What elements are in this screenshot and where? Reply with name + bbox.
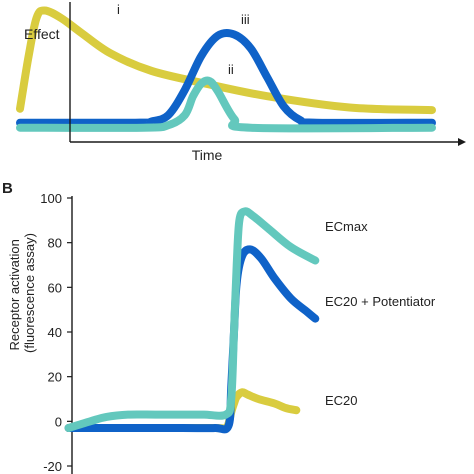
panel-b-x-tick-label: 300 <box>226 472 248 474</box>
panel-a-y-axis-label: Effect <box>24 26 60 42</box>
panel-b-x-tick-labels: 0 150 300 450 <box>70 472 328 474</box>
panel-b-x-tick-label: 450 <box>307 472 329 474</box>
panel-a-x-axis-label: Time <box>192 147 223 163</box>
panel-b-y-tick-label: 100 <box>40 191 62 206</box>
panel-b-y-tick-label: 20 <box>48 370 62 385</box>
panel-a-chart: Effect Time i iii ii <box>16 2 466 163</box>
panel-a-series-label-iii: iii <box>241 12 250 27</box>
panel-a-series-i <box>16 6 436 115</box>
panel-b-y-axis-label-line1: Receptor activation <box>7 239 22 350</box>
panel-b-y-tick-label: 80 <box>48 236 62 251</box>
panel-b-y-axis-label: Receptor activation (fluorescence assay) <box>7 233 37 353</box>
panel-b-chart: B -20 0 20 40 60 80 100 0 150 300 450 Receptor ac… <box>2 180 436 474</box>
panel-b-series-ec20 <box>64 388 301 433</box>
panel-b-y-tick-label: -20 <box>43 459 62 474</box>
panel-a-series-label-i: i <box>117 2 120 17</box>
panel-a-series-iii <box>16 28 436 127</box>
panel-b-y-axis-label-line2: (fluorescence assay) <box>22 233 37 353</box>
panel-b-y-tick-label: 0 <box>55 414 62 429</box>
panel-b-annotation-ec20: EC20 <box>325 393 358 408</box>
panel-b-annotation-ecmax: ECmax <box>325 219 368 234</box>
panel-b-y-tick-label: 40 <box>48 325 62 340</box>
panel-b-annotation-ec20-potentiator: EC20 + Potentiator <box>325 294 436 309</box>
panel-a-axes <box>69 2 466 146</box>
panel-a-series-ii <box>16 76 436 133</box>
panel-a-series-label-ii: ii <box>228 62 234 77</box>
panel-b-axes <box>67 196 73 474</box>
panel-b-letter: B <box>2 180 13 197</box>
panel-b-x-tick-label: 150 <box>144 472 166 474</box>
panel-a-series-group <box>16 6 436 133</box>
panel-a-x-axis-arrowhead <box>458 138 466 146</box>
panel-b-x-tick-label: 0 <box>70 472 77 474</box>
panel-b-series-group <box>64 207 320 434</box>
panel-b-y-tick-labels: -20 0 20 40 60 80 100 <box>40 191 62 474</box>
panel-b-series-ecmax <box>64 207 320 432</box>
panel-b-y-tick-label: 60 <box>48 280 62 295</box>
